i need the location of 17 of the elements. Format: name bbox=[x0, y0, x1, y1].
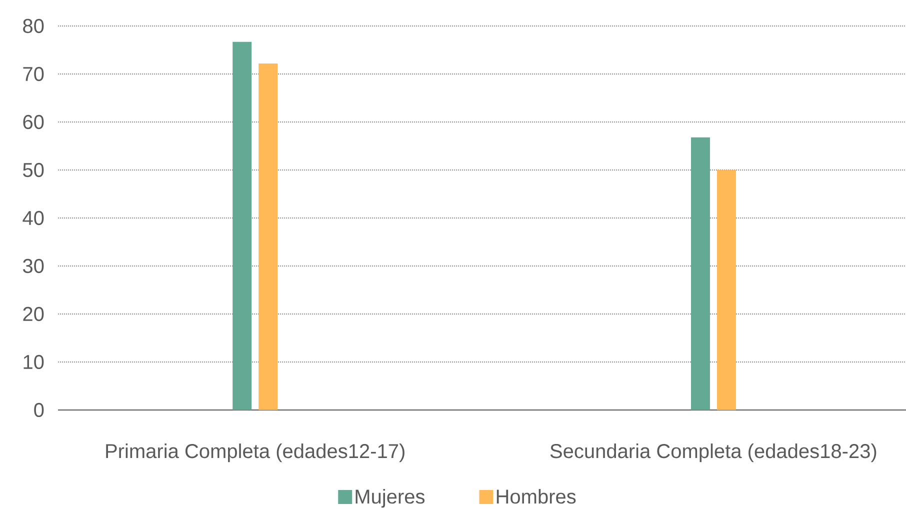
y-tick-label: 40 bbox=[22, 210, 44, 226]
y-tick-label: 80 bbox=[23, 18, 44, 34]
y-tick-label: 20 bbox=[23, 306, 44, 322]
bar bbox=[258, 63, 278, 410]
bar bbox=[232, 42, 252, 410]
y-tick-label: 60 bbox=[23, 114, 44, 130]
legend-label: Mujeres bbox=[356, 489, 425, 508]
legend-label: Hombres bbox=[496, 489, 576, 504]
y-tick-label: 50 bbox=[23, 162, 44, 178]
bar bbox=[716, 170, 736, 410]
bar bbox=[690, 137, 710, 410]
y-tick-label: 70 bbox=[23, 66, 44, 82]
x-tick-label: Secundaria Completa (edades18-23) bbox=[550, 444, 876, 462]
x-tick-label: Primaria Completa (edades12-17) bbox=[106, 444, 404, 462]
y-tick-label: 30 bbox=[23, 258, 44, 274]
y-tick-label: 10 bbox=[24, 354, 44, 370]
y-tick-label: 0 bbox=[34, 402, 44, 418]
